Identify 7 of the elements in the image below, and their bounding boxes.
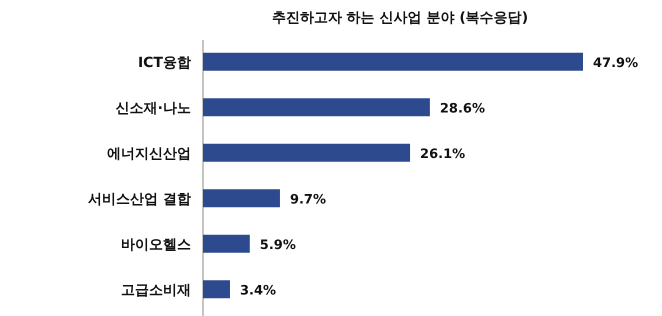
title: 추진하고자 하는 신사업 분야 (복수응답) — [272, 10, 528, 26]
category: ICT융합 — [138, 54, 191, 71]
category: 바이오헬스 — [121, 236, 191, 253]
category: 에너지신산업 — [107, 146, 191, 162]
category: 신소재·나노 — [116, 100, 191, 116]
category: 서비스산업 결합 — [88, 191, 191, 208]
category: 고급소비재 — [121, 282, 191, 298]
